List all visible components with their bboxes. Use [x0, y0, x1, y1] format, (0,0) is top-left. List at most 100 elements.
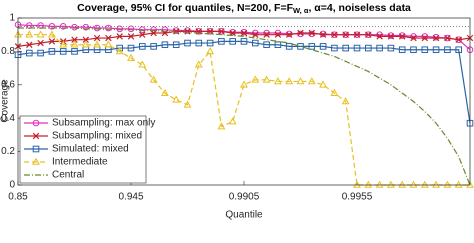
marker	[48, 38, 56, 45]
marker	[184, 28, 191, 35]
marker	[105, 24, 112, 32]
marker	[263, 29, 270, 37]
marker	[115, 47, 124, 55]
marker	[71, 23, 78, 31]
marker	[93, 34, 101, 42]
marker	[274, 41, 282, 49]
marker	[218, 38, 225, 45]
y-tick-label: 0.6	[1, 79, 15, 90]
marker	[26, 41, 33, 48]
marker	[32, 145, 40, 153]
marker	[37, 49, 44, 57]
marker	[387, 33, 395, 40]
marker	[194, 60, 203, 68]
marker	[48, 23, 56, 30]
marker	[59, 40, 68, 48]
marker	[70, 40, 79, 48]
marker	[387, 44, 395, 52]
marker	[139, 31, 146, 38]
y-tick-label: 0	[9, 180, 15, 191]
marker	[206, 47, 215, 55]
legend-label: Intermediate	[52, 157, 108, 168]
marker	[127, 25, 135, 33]
marker	[353, 44, 361, 52]
marker	[443, 180, 452, 188]
x-axis-label: Quantile	[225, 210, 263, 221]
marker	[342, 31, 349, 38]
chart-title: Coverage, 95% CI for quantiles, N=200, F…	[77, 2, 411, 15]
marker	[376, 33, 383, 40]
marker	[127, 33, 135, 40]
marker	[432, 180, 441, 188]
marker	[432, 34, 440, 42]
marker	[71, 48, 78, 55]
marker	[184, 27, 191, 34]
marker	[421, 46, 429, 54]
marker	[32, 157, 40, 165]
marker	[206, 39, 214, 47]
marker	[319, 80, 328, 88]
marker	[172, 28, 180, 35]
marker	[36, 30, 45, 38]
marker	[398, 180, 407, 188]
marker	[308, 29, 316, 37]
marker	[240, 80, 248, 88]
marker	[82, 36, 90, 43]
marker	[218, 28, 225, 35]
marker	[420, 180, 429, 188]
marker	[342, 44, 349, 52]
marker	[330, 88, 339, 96]
x-tick-label: 0.9955	[342, 192, 373, 203]
marker	[183, 100, 192, 108]
marker	[228, 117, 237, 125]
marker	[376, 31, 383, 39]
axes-box	[17, 17, 471, 186]
marker	[127, 44, 135, 52]
marker	[26, 49, 33, 57]
marker	[48, 48, 56, 55]
series-line	[17, 40, 471, 124]
marker	[432, 46, 440, 54]
marker	[149, 75, 158, 83]
marker	[421, 34, 429, 42]
legend-label: Subsampling: max only	[52, 118, 155, 129]
marker	[172, 41, 180, 49]
marker	[160, 88, 169, 96]
marker	[387, 32, 395, 39]
x-tick-label: 0.9905	[229, 192, 260, 203]
legend: Subsampling: max only Subsampling: mixed S…	[19, 115, 155, 184]
marker	[263, 31, 270, 38]
marker	[455, 36, 462, 43]
marker	[139, 26, 146, 33]
title-end: , α=4, noiseless data	[308, 2, 411, 14]
marker	[353, 180, 361, 188]
marker	[274, 31, 282, 38]
series-line	[18, 27, 471, 186]
marker	[104, 40, 113, 48]
marker	[262, 75, 271, 83]
marker	[365, 44, 372, 52]
marker	[116, 33, 123, 40]
marker	[93, 24, 101, 32]
marker	[297, 29, 304, 37]
marker	[127, 53, 135, 61]
marker	[37, 39, 44, 47]
marker	[217, 122, 226, 130]
marker	[251, 75, 260, 83]
marker	[319, 31, 327, 38]
x-tick-label: 0.945	[118, 192, 143, 203]
x-tick-label: 0.85	[8, 192, 28, 203]
marker	[410, 34, 417, 42]
marker	[285, 77, 294, 85]
title-main: Coverage, 95% CI for quantiles, N=200, F…	[77, 2, 293, 14]
marker	[365, 31, 372, 38]
marker	[376, 44, 383, 52]
title-subscript: W, α	[293, 6, 309, 15]
marker	[32, 132, 40, 140]
marker	[229, 38, 236, 45]
marker	[285, 31, 293, 38]
y-tick-label: 0.8	[1, 46, 15, 57]
marker	[240, 29, 248, 37]
marker	[263, 41, 270, 49]
